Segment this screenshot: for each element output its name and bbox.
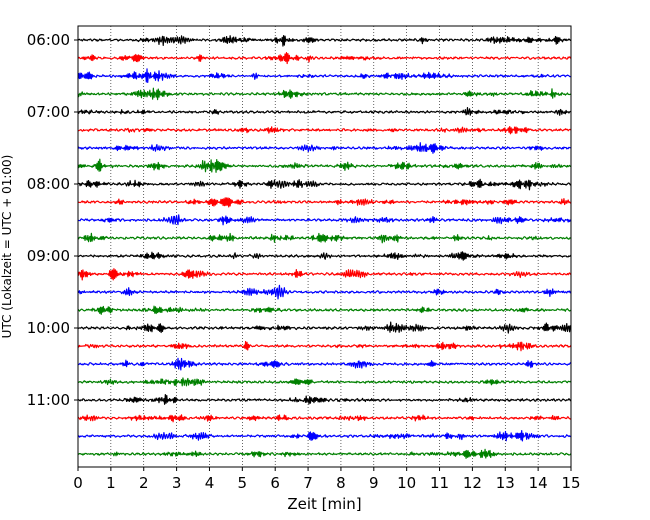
x-tick-label: 5 xyxy=(238,474,248,492)
seismogram-trace xyxy=(77,268,572,281)
x-tick-label: 6 xyxy=(270,474,280,492)
seismogram-trace xyxy=(77,197,572,208)
y-tick-label: 08:00 xyxy=(27,175,70,193)
x-tick-label: 0 xyxy=(73,474,83,492)
x-tick-label: 4 xyxy=(205,474,215,492)
x-tick-label: 13 xyxy=(496,474,515,492)
seismogram-trace xyxy=(77,158,572,173)
seismogram-trace xyxy=(77,68,572,84)
seismogram-trace xyxy=(77,125,572,135)
seismogram-trace xyxy=(77,142,572,154)
x-tick-label: 2 xyxy=(139,474,149,492)
seismogram-trace xyxy=(77,34,572,47)
seismogram-trace xyxy=(77,214,572,226)
seismogram-trace xyxy=(77,448,572,459)
seismogram-trace xyxy=(77,178,572,191)
x-tick-label: 3 xyxy=(172,474,182,492)
x-tick-label: 12 xyxy=(463,474,482,492)
seismogram-trace xyxy=(77,284,572,300)
y-tick-label: 07:00 xyxy=(27,103,70,121)
seismogram-trace xyxy=(77,430,572,442)
x-tick-label: 9 xyxy=(369,474,379,492)
seismogram-trace xyxy=(77,377,572,387)
y-tick-label: 09:00 xyxy=(27,247,70,265)
x-tick-label: 15 xyxy=(561,474,580,492)
plot-frame xyxy=(77,25,572,468)
y-tick-label: 06:00 xyxy=(27,31,70,49)
y-tick-label: 11:00 xyxy=(27,391,70,409)
y-axis-label: UTC (Lokalzeit = UTC + 01:00) xyxy=(0,155,14,339)
y-tick-label: 10:00 xyxy=(27,319,70,337)
seismogram-trace xyxy=(77,340,572,352)
seismogram-trace xyxy=(77,232,572,244)
seismogram-trace xyxy=(77,305,572,315)
seismogram-trace xyxy=(77,106,572,116)
seismogram-trace xyxy=(77,251,572,261)
x-tick-label: 11 xyxy=(430,474,449,492)
x-tick-label: 10 xyxy=(397,474,416,492)
seismogram-trace xyxy=(77,52,572,65)
seismogram-trace xyxy=(77,414,572,423)
x-tick-label: 14 xyxy=(529,474,548,492)
seismogram-trace xyxy=(77,394,572,405)
seismogram-traces xyxy=(77,34,572,459)
x-tick-label: 8 xyxy=(336,474,346,492)
seismogram-trace xyxy=(77,87,572,101)
x-axis-label: Zeit [min] xyxy=(287,495,361,513)
x-axis-ticks: 0 1 2 3 4 5 6 7 8 9 10 11 12 13 14 15 xyxy=(73,467,581,492)
x-tick-label: 1 xyxy=(106,474,116,492)
x-tick-label: 7 xyxy=(303,474,313,492)
seismogram-trace xyxy=(77,321,572,334)
seismogram-trace xyxy=(77,357,572,371)
y-axis-ticks: 06:00 07:00 08:00 09:00 10:00 11:00 xyxy=(27,31,78,409)
